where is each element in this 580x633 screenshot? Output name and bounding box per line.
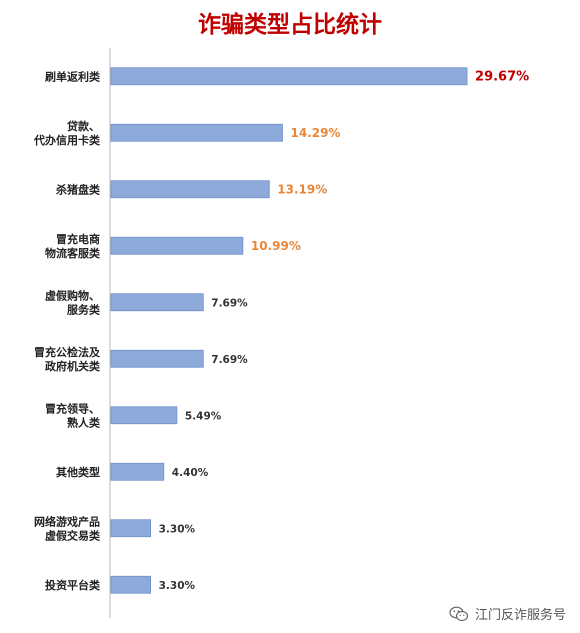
watermark-text: 江门反诈服务号: [474, 608, 566, 623]
bar-3: [110, 180, 270, 199]
value-label-5: 7.69%: [211, 297, 248, 309]
value-label-1: 29.67%: [475, 69, 529, 84]
bar-5: [110, 293, 204, 312]
value-label-8: 4.40%: [172, 467, 209, 479]
category-label-2: 贷款、代办信用卡类: [33, 119, 101, 147]
bar-6: [110, 349, 204, 368]
bars-layer: 29.67% 刷单返利类 14.29% 贷款、代办信用卡类 13.19% 杀猪盘类 10.9…: [33, 67, 529, 594]
chart-title: 诈骗类型占比统计: [198, 11, 382, 38]
value-label-7: 5.49%: [185, 410, 222, 422]
category-label-3: 杀猪盘类: [56, 182, 101, 196]
category-label-9: 网络游戏产品虚假交易类: [34, 514, 101, 542]
value-label-6: 7.69%: [211, 354, 248, 366]
bar-10: [110, 575, 151, 594]
bar-4: [110, 236, 244, 255]
bar-1: [110, 67, 468, 86]
category-label-7: 冒充领导、熟人类: [45, 401, 101, 429]
value-label-2: 14.29%: [290, 126, 340, 140]
bar-2: [110, 123, 283, 142]
category-label-4: 冒充电商物流客服类: [45, 232, 101, 260]
watermark: 江门反诈服务号: [449, 604, 566, 623]
category-label-5: 虚假购物、服务类: [45, 288, 101, 316]
bar-7: [110, 406, 178, 425]
category-label-1: 刷单返利类: [45, 69, 101, 83]
category-label-8: 其他类型: [56, 465, 100, 479]
wechat-icon: [449, 606, 469, 621]
category-label-10: 投资平台类: [45, 578, 101, 592]
value-label-3: 13.19%: [277, 182, 327, 196]
bar-8: [110, 462, 165, 481]
value-label-9: 3.30%: [159, 523, 196, 535]
value-label-4: 10.99%: [251, 239, 301, 253]
category-label-6: 冒充公检法及政府机关类: [34, 345, 101, 373]
bar-9: [110, 519, 151, 538]
value-label-10: 3.30%: [159, 580, 196, 592]
